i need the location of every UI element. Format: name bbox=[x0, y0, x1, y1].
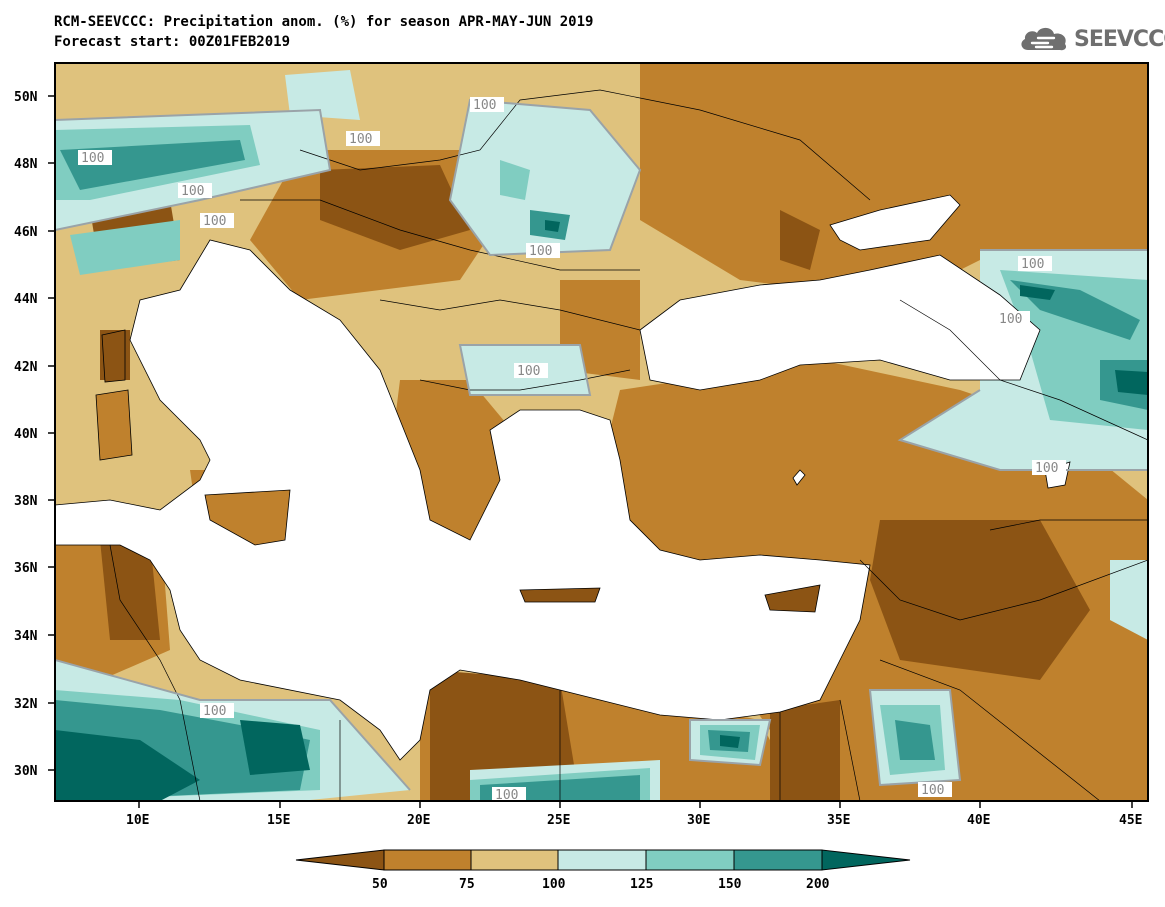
lat-label: 44N bbox=[14, 292, 38, 307]
colorbar-segment bbox=[557, 849, 647, 871]
lon-label: 35E bbox=[827, 813, 850, 828]
contour-label-text: 100 bbox=[473, 98, 496, 113]
contour-label-text: 100 bbox=[349, 132, 372, 147]
crete bbox=[519, 587, 601, 603]
lat-label: 30N bbox=[14, 764, 38, 779]
logo-text: SEEVCCC bbox=[1074, 26, 1165, 52]
sicily bbox=[204, 489, 291, 546]
figure-title: RCM-SEEVCCC: Precipitation anom. (%) for… bbox=[54, 14, 594, 30]
lon-label: 10E bbox=[126, 813, 149, 828]
contour-label: 100 bbox=[178, 183, 212, 199]
lon-axis: 10E 15E 20E 25E 30E 35E 40E 45E bbox=[126, 801, 1142, 828]
contour-label-text: 100 bbox=[999, 312, 1022, 327]
contour-label: 100 bbox=[996, 311, 1030, 327]
contour-label: 100 bbox=[492, 787, 526, 803]
colorbar-segment bbox=[645, 849, 735, 871]
lat-label: 34N bbox=[14, 629, 38, 644]
lon-label: 30E bbox=[687, 813, 710, 828]
colorbar-segment bbox=[470, 849, 559, 871]
colorbar-segment bbox=[295, 849, 385, 871]
contour-label: 100 bbox=[200, 213, 234, 229]
lat-label: 40N bbox=[14, 427, 38, 442]
contour-label-text: 100 bbox=[921, 783, 944, 798]
contour-label-text: 100 bbox=[203, 704, 226, 719]
colorbar-label: 200 bbox=[806, 877, 830, 892]
sea-mask bbox=[55, 194, 1041, 761]
colorbar-segment bbox=[821, 849, 911, 871]
contour-100 bbox=[55, 98, 1148, 791]
seevccc-logo: SEEVCCC bbox=[1018, 22, 1165, 56]
lat-label: 36N bbox=[14, 561, 38, 576]
colorbar-label: 100 bbox=[542, 877, 566, 892]
contour-label-text: 100 bbox=[517, 364, 540, 379]
field-above-200 bbox=[55, 220, 1148, 801]
azov-sea bbox=[829, 194, 961, 251]
contour-label: 100 bbox=[200, 703, 234, 719]
lon-label: 45E bbox=[1119, 813, 1142, 828]
colorbar-segment bbox=[383, 849, 472, 871]
black-sea bbox=[639, 254, 1041, 391]
lat-label: 32N bbox=[14, 697, 38, 712]
contour-label: 100 bbox=[526, 243, 560, 259]
lat-label: 48N bbox=[14, 157, 38, 172]
lon-label: 25E bbox=[547, 813, 570, 828]
contour-label: 100 bbox=[1032, 460, 1066, 476]
colorbar-label: 150 bbox=[718, 877, 742, 892]
lon-label: 20E bbox=[407, 813, 430, 828]
colorbar bbox=[295, 849, 911, 871]
contour-label-text: 100 bbox=[1021, 257, 1044, 272]
contour-label: 100 bbox=[1018, 256, 1052, 272]
contour-label-text: 100 bbox=[1035, 461, 1058, 476]
lat-axis: 50N 48N 46N 44N 42N 40N 38N 36N 34N 32N … bbox=[14, 90, 55, 779]
contour-label-text: 100 bbox=[529, 244, 552, 259]
colorbar-label: 50 bbox=[372, 877, 388, 892]
forecast-start: Forecast start: 00Z01FEB2019 bbox=[54, 34, 291, 50]
contour-label: 100 bbox=[78, 150, 112, 166]
corsica bbox=[101, 329, 126, 383]
contour-label-text: 100 bbox=[495, 788, 518, 803]
cloud-icon bbox=[1021, 27, 1067, 51]
lat-label: 46N bbox=[14, 225, 38, 240]
lon-label: 15E bbox=[267, 813, 290, 828]
colorbar-segment bbox=[733, 849, 823, 871]
colorbar-label: 75 bbox=[459, 877, 475, 892]
lon-label: 40E bbox=[967, 813, 990, 828]
cyprus bbox=[764, 584, 821, 613]
sardinia bbox=[95, 389, 133, 461]
lake bbox=[792, 469, 806, 486]
contour-label: 100 bbox=[918, 782, 952, 798]
contour-label-text: 100 bbox=[81, 151, 104, 166]
contour-label-text: 100 bbox=[181, 184, 204, 199]
map-frame bbox=[54, 62, 1149, 802]
contour-label-text: 100 bbox=[203, 214, 226, 229]
country-borders bbox=[109, 89, 1148, 801]
mediterranean-sea bbox=[55, 239, 871, 761]
colorbar-label: 125 bbox=[630, 877, 653, 892]
lat-label: 38N bbox=[14, 494, 38, 509]
contour-label: 100 bbox=[470, 97, 504, 113]
contour-label: 100 bbox=[346, 131, 380, 147]
contour-labels: 100 100 100 100 100 100 100 100 100 100 … bbox=[78, 97, 1066, 803]
lat-label: 42N bbox=[14, 360, 38, 375]
map-plot-area bbox=[55, 63, 1148, 801]
contour-label: 100 bbox=[514, 363, 548, 379]
lat-label: 50N bbox=[14, 90, 38, 105]
colorbar-labels: 50 75 100 125 150 200 bbox=[372, 877, 830, 892]
